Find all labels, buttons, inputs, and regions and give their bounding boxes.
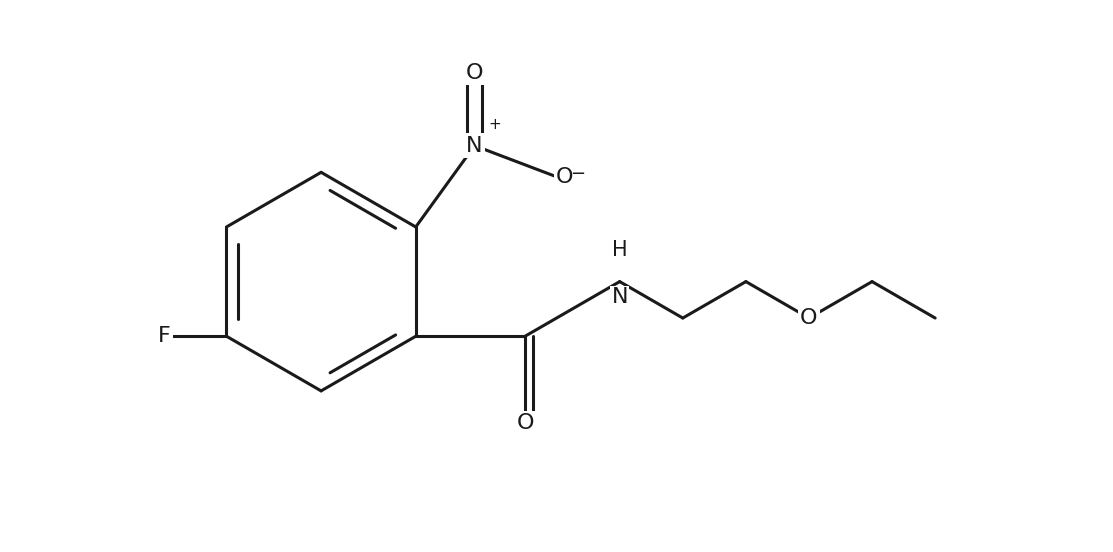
Text: N: N bbox=[466, 136, 483, 156]
Text: O: O bbox=[516, 413, 534, 433]
Text: +: + bbox=[489, 116, 501, 132]
Text: H: H bbox=[612, 240, 628, 261]
Text: O: O bbox=[555, 167, 573, 187]
Text: O: O bbox=[466, 63, 483, 83]
Text: N: N bbox=[611, 287, 628, 307]
Text: O: O bbox=[800, 308, 818, 328]
Text: −: − bbox=[570, 164, 585, 183]
Text: F: F bbox=[158, 326, 170, 346]
